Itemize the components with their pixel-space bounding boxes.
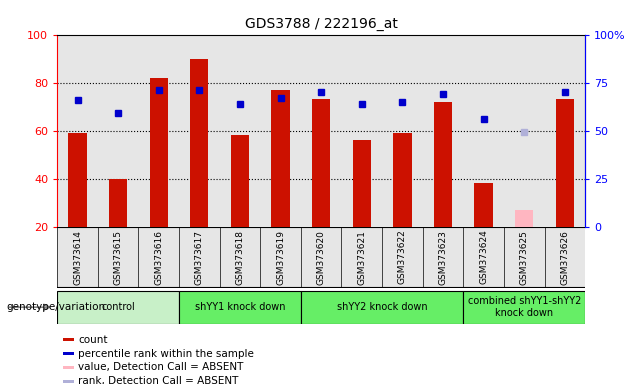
Bar (342, 227, 382, 288)
Bar (342, 35, 382, 227)
Bar (301, 291, 463, 324)
Bar (190, 59, 209, 227)
Bar (62, 380, 74, 383)
Bar (434, 102, 452, 227)
Bar (62, 366, 74, 369)
Text: GSM373621: GSM373621 (357, 230, 366, 285)
Bar (219, 227, 260, 288)
Bar (515, 210, 534, 227)
Bar (463, 35, 504, 227)
Bar (62, 338, 74, 341)
Text: GSM373614: GSM373614 (73, 230, 82, 285)
Bar (463, 227, 504, 288)
Text: count: count (78, 334, 108, 344)
Bar (57, 35, 98, 227)
Bar (556, 99, 574, 227)
Bar (98, 35, 139, 227)
Bar (504, 35, 544, 227)
Bar (544, 35, 585, 227)
Bar (272, 90, 290, 227)
Bar (260, 35, 301, 227)
Text: GSM373626: GSM373626 (560, 230, 569, 285)
Bar (260, 227, 301, 288)
Bar (231, 136, 249, 227)
Text: shYY2 knock down: shYY2 knock down (337, 302, 427, 312)
Text: GSM373625: GSM373625 (520, 230, 529, 285)
Text: GSM373624: GSM373624 (479, 230, 488, 285)
Bar (69, 133, 86, 227)
Text: GSM373620: GSM373620 (317, 230, 326, 285)
Text: control: control (101, 302, 135, 312)
Text: combined shYY1-shYY2
knock down: combined shYY1-shYY2 knock down (467, 296, 581, 318)
Bar (474, 184, 493, 227)
Text: GSM373623: GSM373623 (438, 230, 448, 285)
Bar (352, 140, 371, 227)
Bar (544, 227, 585, 288)
Text: genotype/variation: genotype/variation (6, 302, 106, 312)
Bar (109, 179, 127, 227)
Bar (423, 227, 463, 288)
Bar (393, 133, 411, 227)
Bar (57, 291, 179, 324)
Bar (312, 99, 330, 227)
Bar (423, 35, 463, 227)
Bar (301, 227, 342, 288)
Bar (463, 291, 585, 324)
Bar (139, 35, 179, 227)
Bar (62, 352, 74, 355)
Text: percentile rank within the sample: percentile rank within the sample (78, 349, 254, 359)
Text: GSM373616: GSM373616 (155, 230, 163, 285)
Bar (149, 78, 168, 227)
Text: GSM373618: GSM373618 (235, 230, 244, 285)
Bar (382, 227, 423, 288)
Text: value, Detection Call = ABSENT: value, Detection Call = ABSENT (78, 362, 244, 372)
Title: GDS3788 / 222196_at: GDS3788 / 222196_at (245, 17, 398, 31)
Text: GSM373615: GSM373615 (114, 230, 123, 285)
Bar (219, 35, 260, 227)
Bar (98, 227, 139, 288)
Bar (179, 227, 219, 288)
Bar (57, 227, 98, 288)
Text: shYY1 knock down: shYY1 knock down (195, 302, 285, 312)
Bar (179, 35, 219, 227)
Text: GSM373622: GSM373622 (398, 230, 407, 285)
Bar (301, 35, 342, 227)
Text: GSM373619: GSM373619 (276, 230, 285, 285)
Text: GSM373617: GSM373617 (195, 230, 204, 285)
Bar (139, 227, 179, 288)
Bar (382, 35, 423, 227)
Bar (179, 291, 301, 324)
Text: rank, Detection Call = ABSENT: rank, Detection Call = ABSENT (78, 376, 238, 384)
Bar (504, 227, 544, 288)
